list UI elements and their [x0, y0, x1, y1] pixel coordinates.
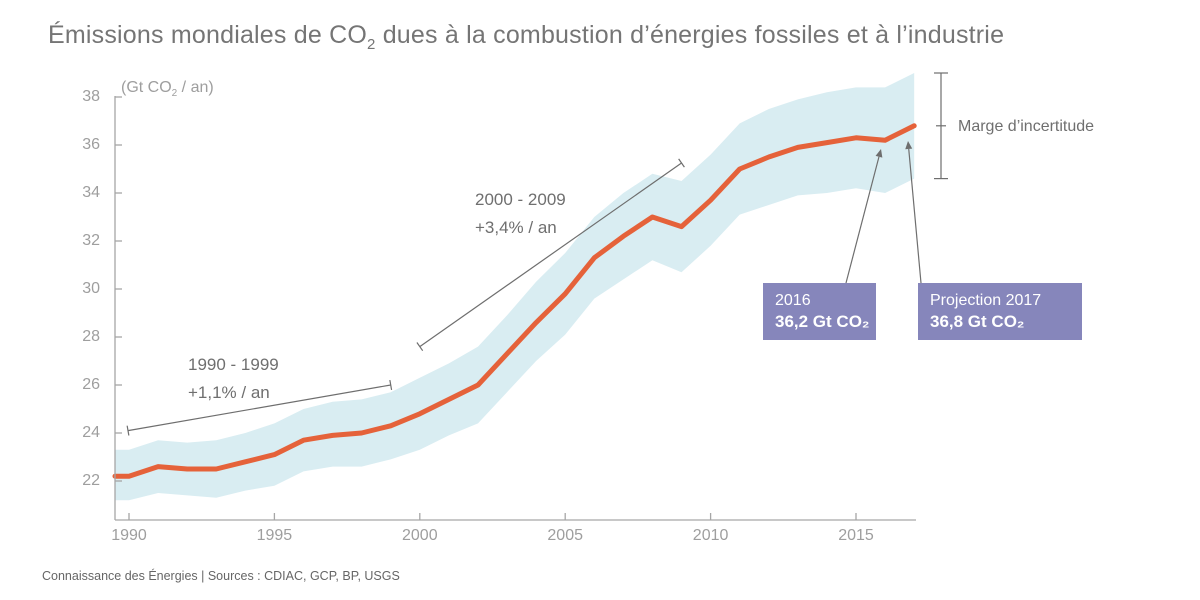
callout-2016: 2016 36,2 Gt CO₂	[763, 283, 876, 340]
x-tick-label: 2010	[692, 527, 729, 544]
unit-text-2: / an)	[177, 79, 214, 96]
annotation-period-1990-1999: 1990 - 1999 +1,1% / an	[188, 351, 279, 407]
arrow-to-2017-head	[905, 141, 913, 150]
callout-2017-year: Projection 2017	[930, 292, 1042, 309]
title-text-2: dues à la combustion d’énergies fossiles…	[375, 21, 1005, 49]
y-tick-label: 26	[82, 376, 100, 393]
arrow-to-2017	[908, 148, 922, 284]
source-credit: Connaissance des Énergies | Sources : CD…	[42, 569, 400, 583]
y-tick-label: 24	[82, 424, 100, 441]
period1-label: 1990 - 1999	[188, 355, 279, 374]
x-tick-label: 2000	[402, 527, 438, 544]
x-tick-label: 1995	[256, 527, 293, 544]
arrow-to-2016-head	[875, 149, 883, 158]
trend-line-2000-2009-cap-end	[678, 158, 685, 168]
callout-2016-value: 36,2 Gt CO₂	[775, 312, 870, 331]
title-co2-subscript: 2	[367, 36, 376, 53]
x-tick-label: 2015	[838, 527, 874, 544]
annotation-period-2000-2009: 2000 - 2009 +3,4% / an	[475, 186, 566, 242]
uncertainty-label: Marge d’incertitude	[958, 118, 1095, 135]
callout-projection-2017: Projection 2017 36,8 Gt CO₂	[918, 283, 1082, 340]
y-tick-label: 30	[82, 280, 100, 297]
y-tick-label: 32	[82, 232, 100, 249]
trend-line-1990-1999-cap-end	[389, 379, 393, 391]
y-tick-label: 38	[82, 88, 100, 105]
y-tick-label: 34	[82, 184, 100, 201]
uncertainty-band	[115, 73, 915, 501]
x-tick-label: 1990	[111, 527, 147, 544]
period1-rate: +1,1% / an	[188, 383, 270, 402]
trend-line-2000-2009-cap-start	[416, 342, 424, 352]
page-title: Émissions mondiales de CO2 dues à la com…	[48, 18, 1004, 62]
arrow-to-2016	[845, 156, 880, 284]
y-axis-unit-label: (Gt CO2 / an)	[121, 79, 214, 99]
period2-rate: +3,4% / an	[475, 218, 557, 237]
y-tick-label: 36	[82, 136, 100, 153]
unit-text-1: (Gt CO	[121, 79, 172, 96]
unit-co2-subscript: 2	[171, 88, 178, 100]
period2-label: 2000 - 2009	[475, 190, 566, 209]
trend-line-2000-2009	[419, 162, 682, 348]
trend-line-1990-1999-cap-start	[126, 425, 130, 436]
callout-2017-value: 36,8 Gt CO₂	[930, 312, 1025, 331]
title-text-1: Émissions mondiales de CO	[48, 21, 368, 49]
callout-2016-year: 2016	[775, 292, 811, 309]
x-tick-label: 2005	[547, 527, 583, 544]
emissions-line	[112, 123, 917, 479]
y-tick-label: 22	[82, 472, 100, 489]
trend-line-1990-1999	[127, 384, 391, 432]
y-tick-label: 28	[82, 328, 100, 345]
